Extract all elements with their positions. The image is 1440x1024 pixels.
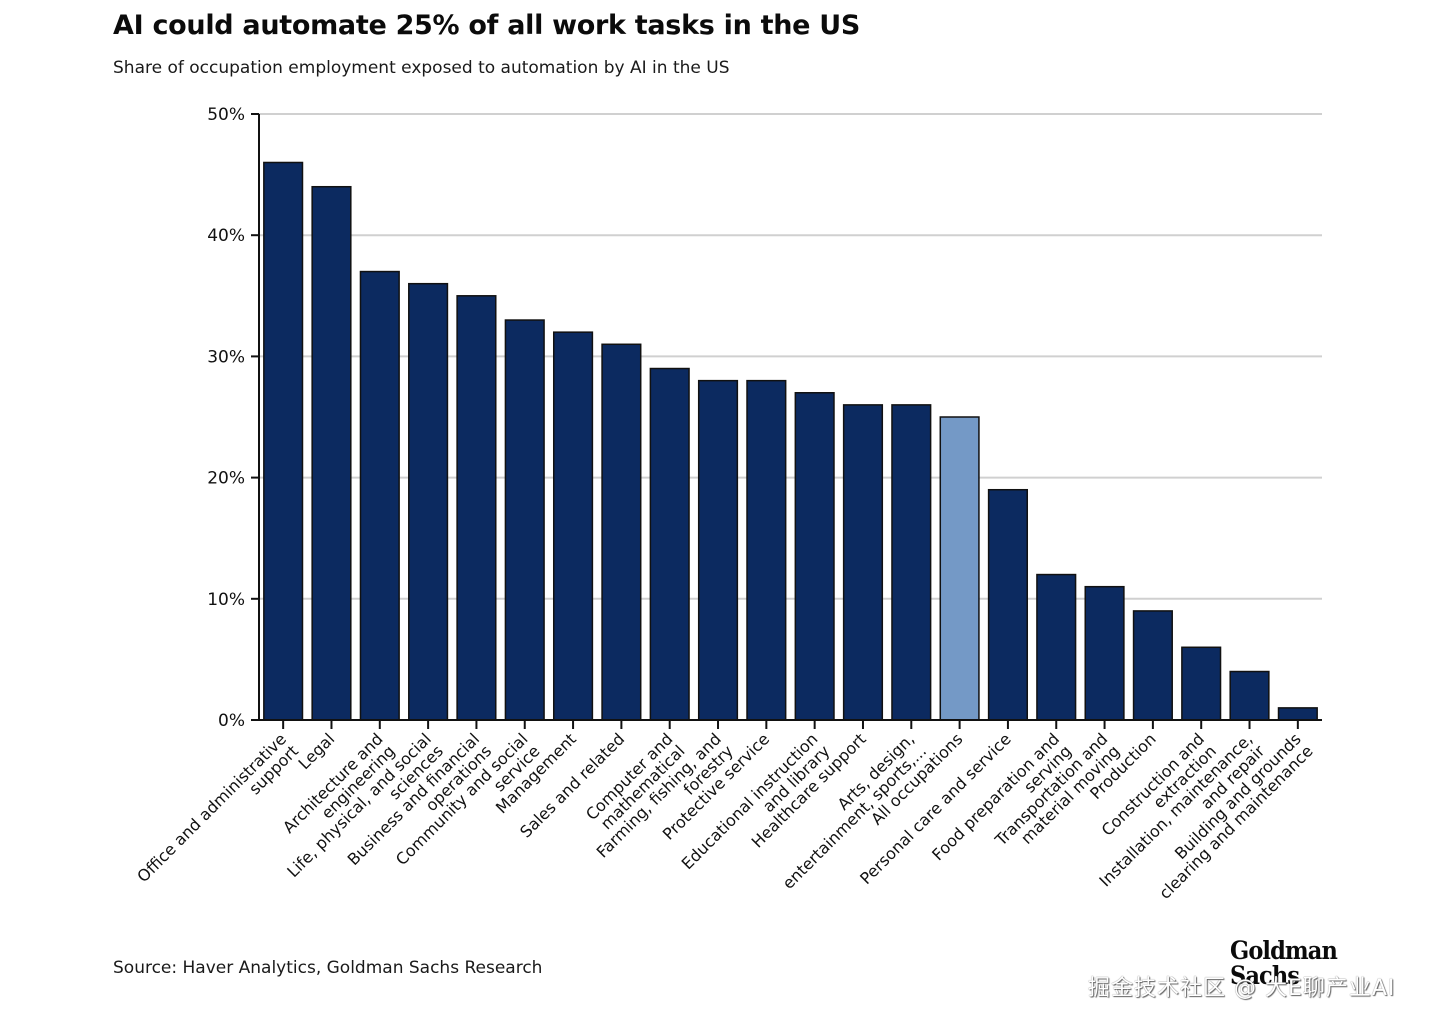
watermark: 掘金技术社区 @ 大E聊产业AI <box>1088 976 1396 1001</box>
logo-line-2: Sachs <box>1230 961 1300 990</box>
bar <box>649 367 690 721</box>
bar <box>504 319 545 721</box>
chart-subtitle: Share of occupation employment exposed t… <box>113 58 730 78</box>
y-tick-label: 0% <box>218 711 245 731</box>
y-tick-label: 30% <box>207 347 245 367</box>
bar <box>891 404 932 721</box>
logo-line-1: Goldman <box>1230 936 1338 965</box>
y-tick-label: 40% <box>207 226 245 246</box>
bar <box>1277 707 1318 721</box>
bar <box>1084 585 1125 721</box>
bar <box>408 282 449 721</box>
y-tick-label: 10% <box>207 590 245 610</box>
bar <box>842 404 884 721</box>
category-labels: Office and administrativesupportLegalArc… <box>133 729 1316 902</box>
goldman-sachs-logo: Goldman Sachs <box>1230 936 1338 990</box>
bar-highlight <box>939 416 980 721</box>
y-tick-label: 50% <box>207 105 245 125</box>
axes: 0% 10% 20% 30% 40% 50% <box>207 105 1322 731</box>
bar <box>794 392 835 721</box>
bar <box>359 270 400 721</box>
x-tick-label: Legal <box>295 729 339 773</box>
bar <box>697 379 739 721</box>
bar <box>263 161 304 721</box>
bar <box>746 379 787 721</box>
x-tick-label-line: Legal <box>295 729 339 773</box>
bar <box>987 488 1029 721</box>
bar <box>1229 670 1270 721</box>
bar <box>1132 610 1173 721</box>
chart-title: AI could automate 25% of all work tasks … <box>113 10 860 41</box>
x-tick-label-line: Office and administrative <box>133 729 290 886</box>
y-tick-label: 20% <box>207 469 245 489</box>
bar <box>456 295 497 721</box>
bar <box>1036 573 1077 721</box>
bar <box>552 331 594 721</box>
bars <box>263 161 1318 721</box>
bar <box>601 343 642 721</box>
bar <box>1181 646 1222 721</box>
bar <box>311 185 352 721</box>
source-note: Source: Haver Analytics, Goldman Sachs R… <box>113 958 543 978</box>
